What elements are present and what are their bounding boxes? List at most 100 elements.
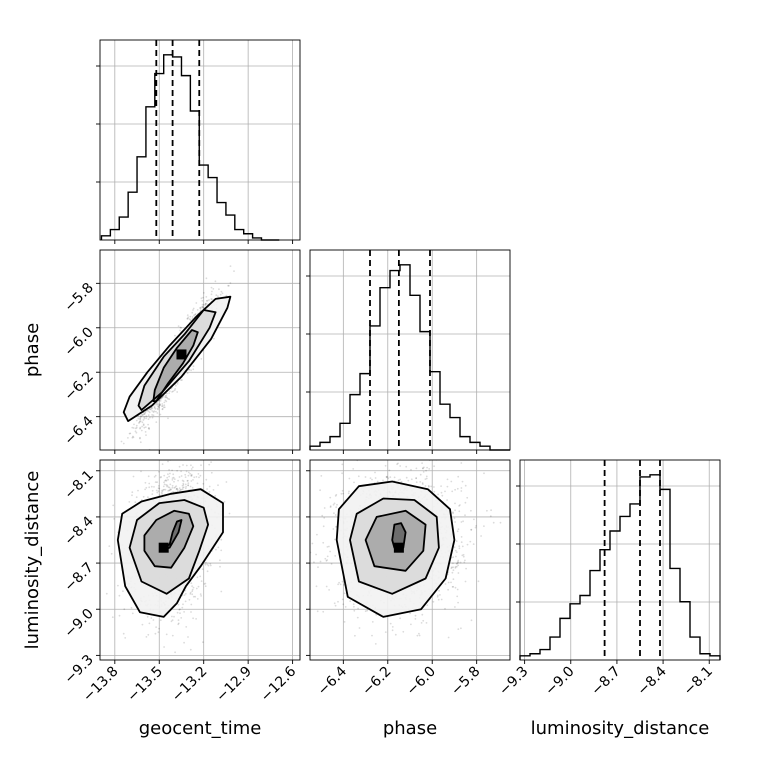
x-tick-label: −13.5: [124, 664, 166, 706]
sample-point: [177, 479, 180, 482]
sample-point: [477, 580, 480, 583]
sample-point: [135, 496, 138, 499]
sample-point: [199, 307, 201, 309]
histogram-step: [100, 54, 280, 241]
y-tick-label: −5.8: [61, 280, 96, 315]
sample-point: [123, 608, 126, 611]
sample-point: [167, 417, 169, 420]
sample-point: [217, 484, 219, 487]
sample-point: [159, 404, 162, 406]
sample-point: [329, 505, 332, 508]
x-tick-label: −8.7: [588, 664, 623, 699]
sample-point: [180, 470, 183, 473]
sample-point: [189, 591, 192, 594]
sample-point: [422, 467, 424, 470]
sample-point: [424, 485, 427, 487]
sample-point: [457, 561, 460, 564]
sample-point: [201, 299, 204, 302]
sample-point: [357, 607, 359, 610]
sample-point: [341, 463, 344, 466]
sample-point: [150, 407, 153, 409]
sample-point: [139, 420, 142, 422]
sample-point: [180, 379, 182, 381]
sample-point: [185, 626, 188, 628]
sample-point: [219, 559, 221, 562]
sample-point: [194, 313, 197, 316]
x-tick-label: −5.8: [448, 664, 483, 699]
sample-point: [333, 512, 335, 515]
sample-point: [149, 416, 151, 419]
sample-point: [148, 622, 151, 625]
sample-point: [144, 431, 147, 433]
sample-point: [202, 303, 205, 306]
sample-point: [187, 482, 190, 485]
sample-point: [190, 369, 193, 372]
sample-point: [228, 512, 231, 515]
sample-point: [164, 396, 167, 399]
sample-point: [364, 476, 367, 478]
sample-point: [163, 481, 165, 484]
sample-point: [458, 547, 461, 550]
sample-point: [139, 437, 141, 440]
sample-point: [172, 490, 175, 493]
sample-point: [212, 489, 215, 491]
sample-point: [199, 474, 202, 477]
sample-point: [141, 421, 144, 424]
sample-point: [189, 593, 192, 595]
sample-point: [450, 581, 452, 584]
sample-point: [440, 491, 443, 494]
sample-point: [152, 414, 155, 417]
sample-point: [339, 583, 342, 586]
sample-point: [161, 403, 164, 405]
sample-point: [155, 402, 158, 405]
sample-point: [405, 451, 407, 453]
x-tick-label: −13.2: [169, 664, 211, 706]
sample-point: [454, 565, 457, 568]
sample-point: [190, 603, 193, 606]
sample-point: [155, 626, 158, 628]
sample-point: [171, 391, 174, 393]
x-tick-label: −6.2: [359, 664, 394, 699]
sample-point: [157, 408, 159, 411]
sample-point: [499, 521, 502, 524]
sample-point: [202, 641, 204, 644]
sample-point: [217, 546, 220, 549]
sample-point: [446, 485, 449, 488]
sample-point: [191, 486, 194, 489]
sample-point: [400, 480, 403, 483]
panel-frame: [309, 249, 511, 451]
sample-point: [240, 442, 242, 444]
sample-point: [315, 585, 318, 588]
sample-point: [456, 588, 459, 591]
sample-point: [461, 545, 464, 548]
sample-point: [176, 487, 179, 490]
sample-point: [129, 432, 132, 435]
sample-point: [173, 615, 175, 618]
sample-point: [215, 548, 217, 551]
sample-point: [452, 512, 454, 515]
sample-point: [210, 286, 213, 289]
sample-point: [215, 294, 218, 297]
sample-point: [453, 546, 456, 549]
sample-point: [172, 390, 175, 393]
sample-point: [151, 414, 154, 416]
sample-point: [135, 426, 138, 429]
sample-point: [175, 488, 178, 491]
sample-point: [196, 434, 198, 436]
sample-point: [110, 552, 113, 555]
sample-point: [187, 471, 190, 474]
sample-point: [165, 394, 168, 397]
sample-point: [155, 489, 158, 492]
sample-point: [307, 552, 309, 554]
sample-point: [181, 479, 184, 482]
sample-point: [202, 292, 205, 294]
sample-point: [375, 613, 378, 616]
sample-point: [492, 521, 495, 524]
sample-point: [156, 481, 159, 484]
sample-point: [452, 566, 455, 569]
sample-point: [319, 560, 322, 563]
sample-point: [204, 582, 207, 585]
sample-point: [344, 606, 347, 608]
sample-point: [233, 270, 235, 272]
sample-point: [165, 453, 167, 455]
